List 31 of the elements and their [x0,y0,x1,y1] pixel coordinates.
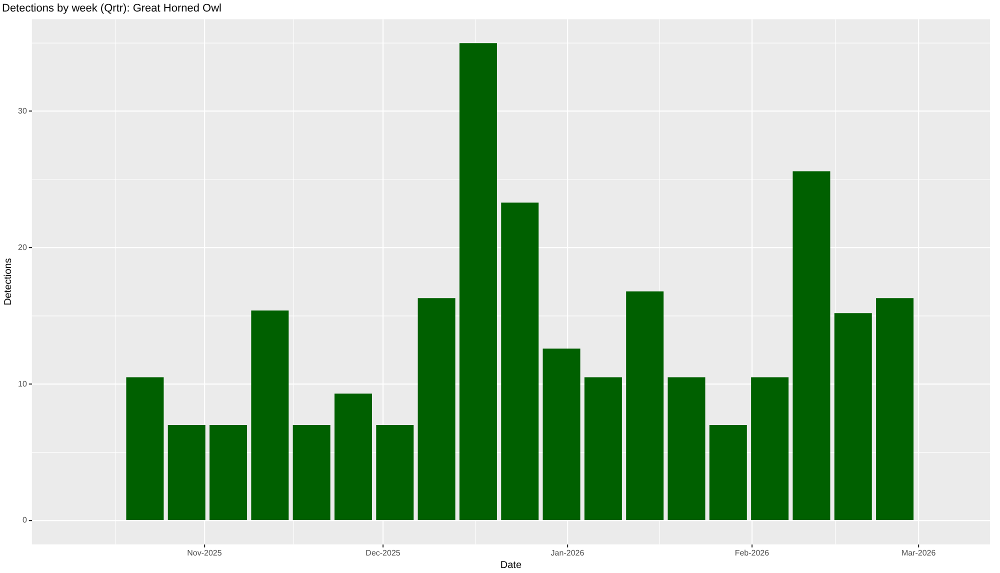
bar [418,298,456,520]
x-tick-label: Jan-2026 [550,548,585,558]
x-tick-label: Mar-2026 [901,548,936,558]
bar [542,348,580,520]
y-tick-label: 20 [18,242,28,252]
bar [459,43,497,520]
bar [210,425,248,520]
bar [376,425,414,520]
bar [168,425,206,520]
bar [668,377,706,520]
x-tick-label: Dec-2025 [366,548,401,558]
y-tick-label: 0 [22,516,28,525]
y-axis-title: Detections [2,258,14,306]
bar [334,394,372,520]
y-tick-label: 10 [18,379,28,388]
bar [792,171,830,520]
y-tick-label: 30 [18,106,28,116]
bar [834,313,872,520]
x-tick-label: Feb-2026 [734,548,770,558]
bar [126,377,164,520]
x-tick-label: Nov-2025 [187,548,222,558]
bar [584,377,622,520]
bar [709,425,747,520]
bar [292,425,330,520]
x-axis-title: Date [500,560,522,571]
bar [751,377,789,520]
bar [876,298,914,520]
bar [251,310,289,520]
bar [501,202,539,520]
chart-title: Detections by week (Qrtr): Great Horned Owl [2,2,222,15]
bar [626,291,664,520]
